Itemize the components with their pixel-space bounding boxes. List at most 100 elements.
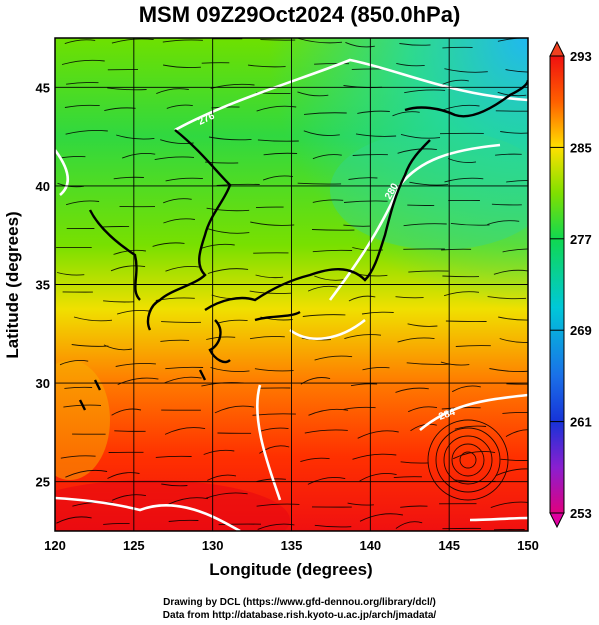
- streamline: [122, 153, 156, 159]
- streamline: [65, 200, 100, 206]
- streamline: [161, 483, 188, 487]
- streamline: [60, 455, 96, 459]
- streamline: [393, 476, 422, 479]
- streamline: [103, 523, 130, 525]
- streamline: [107, 472, 140, 479]
- streamline: [168, 519, 199, 522]
- streamline: [403, 223, 447, 227]
- streamline: [65, 469, 108, 478]
- vortex-streamline: [459, 451, 477, 469]
- streamline: [252, 413, 296, 416]
- y-tick-label: 45: [36, 80, 50, 95]
- streamline: [113, 176, 144, 180]
- streamline: [165, 177, 203, 182]
- streamline: [262, 175, 293, 181]
- streamline: [161, 321, 202, 323]
- streamline: [355, 133, 397, 137]
- streamline: [359, 472, 397, 482]
- streamline: [361, 311, 394, 315]
- streamline: [59, 360, 89, 366]
- streamline: [263, 152, 298, 156]
- streamline: [165, 266, 201, 272]
- y-tick-labels: 25 30 35 40 45: [36, 80, 50, 489]
- colorbar: 293 285 277 269 261 253: [549, 40, 592, 529]
- streamline: [304, 429, 348, 434]
- streamline: [218, 319, 248, 324]
- streamline: [407, 323, 438, 327]
- streamline: [454, 425, 487, 430]
- streamline: [207, 474, 237, 481]
- streamline: [409, 181, 449, 186]
- x-axis-title: Longitude (degrees): [209, 560, 372, 579]
- wind-streamlines: [56, 38, 528, 531]
- streamline: [343, 200, 388, 203]
- map-title: MSM 09Z29Oct2024 (850.0hPa): [138, 2, 461, 27]
- streamline: [210, 367, 250, 372]
- x-tick-labels: 120 125 130 135 140 145 150: [44, 538, 539, 553]
- vortex-streamline: [451, 443, 485, 477]
- streamline: [343, 224, 371, 227]
- streamline: [250, 221, 295, 226]
- x-tick-label: 125: [123, 538, 145, 553]
- streamline: [450, 222, 490, 226]
- streamline: [311, 229, 355, 231]
- streamline: [56, 516, 92, 524]
- colorbar-bottom-arrow: [549, 512, 565, 529]
- streamline: [256, 478, 286, 483]
- streamline: [487, 220, 520, 225]
- colorbar-tick-label: 253: [570, 506, 592, 521]
- streamline: [160, 339, 190, 342]
- streamline: [218, 523, 262, 526]
- streamline: [114, 430, 146, 432]
- y-tick-label: 40: [36, 179, 50, 194]
- streamline: [490, 501, 528, 509]
- streamline: [395, 296, 424, 299]
- vortex-streamline: [427, 419, 509, 501]
- streamline: [164, 427, 206, 435]
- colorbar-tick-label: 285: [570, 140, 592, 155]
- streamline: [64, 386, 93, 389]
- streamline: [400, 461, 429, 464]
- streamline: [66, 81, 99, 85]
- streamline: [505, 69, 528, 73]
- streamline: [395, 387, 429, 393]
- streamline: [168, 497, 209, 505]
- streamline: [115, 362, 156, 367]
- streamline: [314, 275, 345, 281]
- streamline: [495, 468, 528, 477]
- streamline: [203, 449, 235, 455]
- x-tick-label: 140: [359, 538, 381, 553]
- streamline: [206, 207, 250, 212]
- streamline: [347, 502, 374, 506]
- streamline: [359, 513, 403, 522]
- streamline: [162, 39, 203, 43]
- streamline: [57, 182, 85, 188]
- streamline: [152, 242, 185, 247]
- colorbar-scale: [549, 55, 565, 514]
- streamline: [163, 218, 195, 224]
- streamline: [493, 269, 528, 275]
- streamline: [71, 344, 109, 347]
- streamline: [312, 249, 353, 253]
- streamline: [64, 39, 96, 45]
- streamline: [400, 505, 428, 508]
- streamline: [410, 423, 437, 432]
- x-tick-label: 145: [438, 538, 460, 553]
- streamline: [254, 368, 294, 372]
- x-tick-label: 130: [202, 538, 224, 553]
- coastlines: [78, 79, 528, 411]
- streamline: [214, 405, 255, 414]
- streamline: [205, 492, 248, 499]
- y-tick-label: 35: [36, 278, 50, 293]
- streamline: [312, 154, 342, 160]
- streamline: [362, 366, 390, 371]
- streamline: [314, 63, 350, 65]
- streamline: [312, 199, 344, 203]
- streamline: [65, 129, 108, 135]
- streamline: [247, 64, 286, 68]
- vortex-streamline: [435, 427, 501, 493]
- streamline: [343, 406, 376, 410]
- streamline: [491, 203, 522, 206]
- isotherm-contours: [55, 58, 528, 531]
